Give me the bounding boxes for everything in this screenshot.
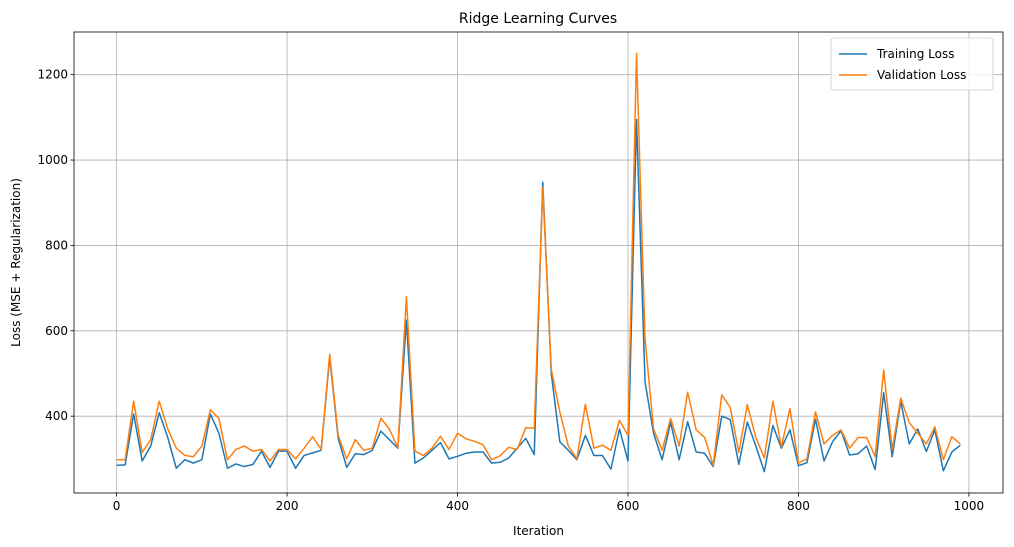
x-tick-label: 600 — [617, 499, 640, 513]
series-line-1 — [116, 52, 961, 466]
legend: Training Loss Validation Loss — [830, 37, 994, 91]
x-tick-label: 400 — [446, 499, 469, 513]
legend-label: Training Loss — [876, 47, 954, 61]
y-tick-label: 600 — [45, 324, 68, 338]
x-tick-label: 1000 — [954, 499, 985, 513]
grid-layer — [74, 32, 1003, 493]
chart-title: Ridge Learning Curves — [459, 11, 617, 27]
x-axis-label: Iteration — [513, 524, 564, 538]
y-tick-label: 1000 — [37, 153, 68, 167]
y-axis-label: Loss (MSE + Regularization) — [9, 178, 23, 347]
x-tick-label: 800 — [787, 499, 810, 513]
x-tick-label: 0 — [113, 499, 121, 513]
legend-label: Validation Loss — [877, 68, 966, 82]
tick-layer: 0 200 400 600 800 1000 400 600 800 1000 1200 — [37, 68, 984, 513]
legend-box — [830, 37, 994, 91]
plot-area — [73, 31, 1004, 494]
y-tick-label: 1200 — [37, 68, 68, 82]
y-tick-label: 400 — [45, 409, 68, 423]
y-tick-label: 800 — [45, 238, 68, 252]
x-tick-label: 200 — [276, 499, 299, 513]
series-layer — [116, 52, 961, 473]
